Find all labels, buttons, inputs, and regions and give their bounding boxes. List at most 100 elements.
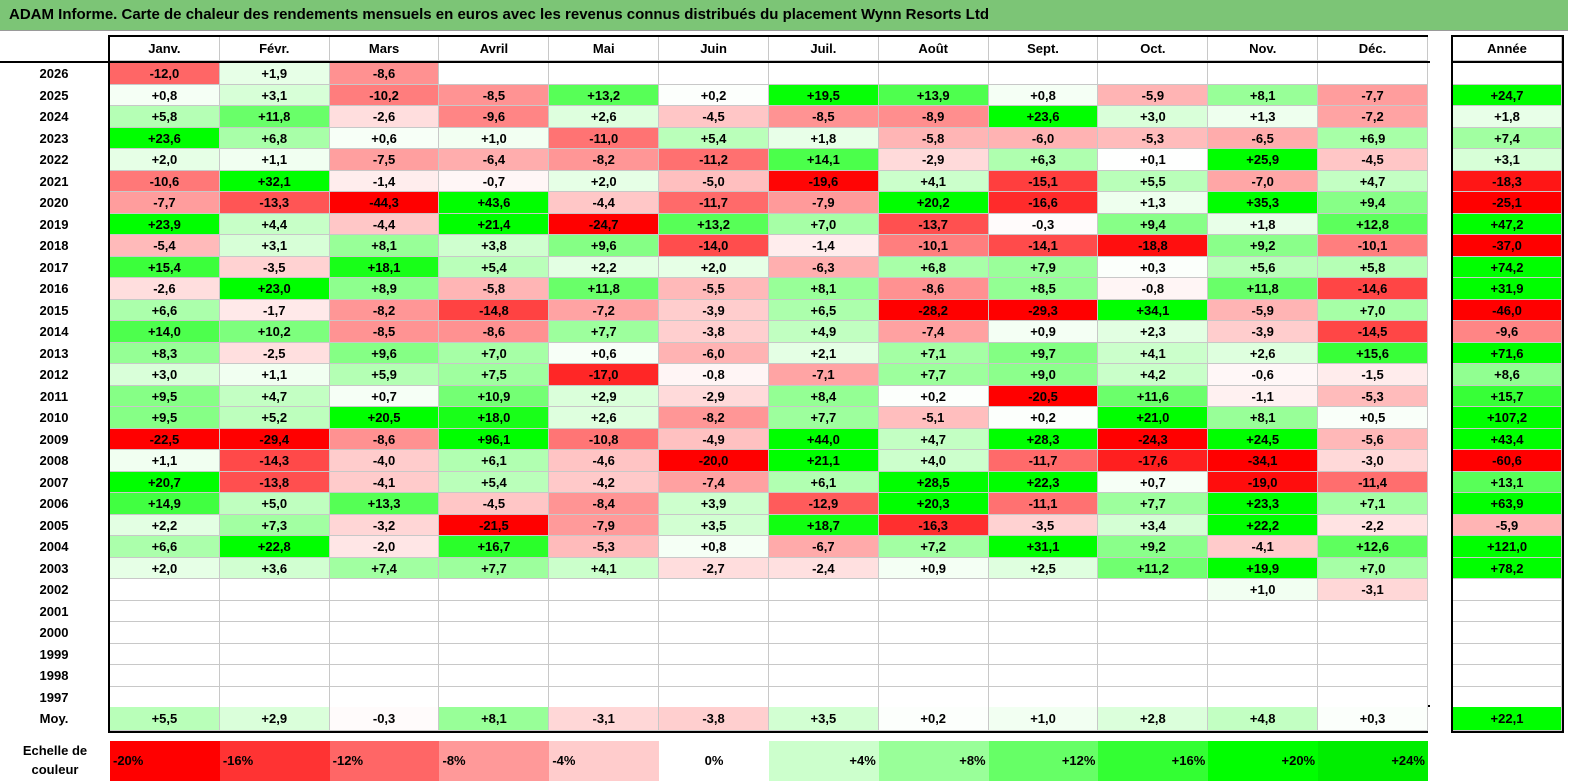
heatmap-cell: +20,3 [878,493,989,515]
heatmap-cell [1318,63,1428,85]
heatmap-cell: +5,8 [110,106,220,128]
year-label: 2014 [0,321,108,343]
heatmap-cell: +0,2 [988,407,1099,429]
heatmap-cell [1318,622,1428,644]
heatmap-cell: +0,6 [549,342,660,364]
heatmap-cell: -8,2 [329,299,440,321]
heatmap-cell: +12,6 [1318,536,1428,558]
heatmap-cell: -8,6 [878,278,989,300]
heatmap-cell [219,643,330,665]
heatmap-cell [439,63,550,85]
heatmap-cell [988,686,1099,708]
heatmap-cell: +14,1 [768,149,879,171]
heatmap-cell: +3,0 [110,364,220,386]
heatmap-cell: -11,7 [988,450,1099,472]
heatmap-cell: +2,0 [549,170,660,192]
heatmap-cell: -3,9 [1208,321,1319,343]
heatmap-cell [1208,665,1319,687]
annual-cell: +43,4 [1453,428,1562,450]
heatmap-cell [878,643,989,665]
heatmap-cell [768,600,879,622]
heatmap-cell [110,622,220,644]
heatmap-cell: +4,7 [219,385,330,407]
heatmap-cell: -24,3 [1098,428,1209,450]
heatmap-cell [768,63,879,85]
heatmap-cell: -3,0 [1318,450,1428,472]
heatmap-cell: +7,7 [549,321,660,343]
heatmap-cell: +7,7 [439,557,550,579]
heatmap-cell: -14,3 [219,450,330,472]
heatmap-cell: +1,9 [219,63,330,85]
average-cell: +4,8 [1208,707,1319,731]
heatmap-cell: +7,5 [439,364,550,386]
heatmap-cell: +6,1 [768,471,879,493]
heatmap-cell: +5,5 [1098,170,1209,192]
heatmap-cell: +7,1 [1318,493,1428,515]
annual-cell: +47,2 [1453,213,1562,235]
heatmap-cell: +21,0 [1098,407,1209,429]
year-label: 2017 [0,256,108,278]
heatmap-cell: -34,1 [1208,450,1319,472]
heatmap-cell [219,665,330,687]
heatmap-cell: +8,1 [1208,84,1319,106]
heatmap-cell: +10,2 [219,321,330,343]
heatmap-cell [1098,686,1209,708]
heatmap-cell [219,686,330,708]
year-label: 2016 [0,278,108,300]
heatmap-cell: +20,7 [110,471,220,493]
average-cell: +2,9 [219,707,330,731]
heatmap-cell: +5,8 [1318,256,1428,278]
heatmap-cell: +20,5 [329,407,440,429]
heatmap-cell: +10,9 [439,385,550,407]
scale-swatch: +16% [1098,741,1209,781]
chart-title: ADAM Informe. Carte de chaleur des rende… [9,6,990,23]
heatmap-cell: +3,0 [1098,106,1209,128]
heatmap-cell: +7,7 [768,407,879,429]
year-label: 2007 [0,471,108,493]
heatmap-cell: -8,2 [549,149,660,171]
heatmap-cell: -19,0 [1208,471,1319,493]
heatmap-cell: -7,7 [110,192,220,214]
heatmap-cell: +5,2 [219,407,330,429]
heatmap-cell: -24,7 [549,213,660,235]
heatmap-cell: +22,8 [219,536,330,558]
month-header: Mars [329,37,440,61]
heatmap-cell: -6,0 [659,342,769,364]
heatmap-cell: -5,8 [878,127,989,149]
heatmap-cell: -1,7 [219,299,330,321]
heatmap-cell: +4,2 [1098,364,1209,386]
heatmap-cell: +6,3 [988,149,1099,171]
heatmap-cell [659,600,769,622]
heatmap-cell [329,665,440,687]
heatmap-cell: +9,4 [1318,192,1428,214]
heatmap-cell [439,665,550,687]
heatmap-cell [329,686,440,708]
heatmap-cell [329,643,440,665]
heatmap-cell: -7,9 [768,192,879,214]
year-label: 2005 [0,514,108,536]
annual-cell: +1,8 [1453,106,1562,128]
heatmap-cell: +0,9 [988,321,1099,343]
heatmap-cell: +0,2 [878,385,989,407]
heatmap-cell [878,622,989,644]
heatmap-cell: -19,6 [768,170,879,192]
heatmap-cell: +1,1 [110,450,220,472]
heatmap-cell: +35,3 [1208,192,1319,214]
heatmap-cell: -8,5 [439,84,550,106]
heatmap-cell: +13,2 [659,213,769,235]
heatmap-cell: +2,9 [549,385,660,407]
heatmap-cell: +4,0 [878,450,989,472]
heatmap-cell: +24,5 [1208,428,1319,450]
heatmap-cell: -4,1 [1208,536,1319,558]
heatmap-cell [110,600,220,622]
heatmap-cell: -14,1 [988,235,1099,257]
heatmap-cell: +0,7 [329,385,440,407]
heatmap-cell [878,579,989,601]
annual-cell [1453,643,1562,665]
heatmap-cell: -7,2 [549,299,660,321]
heatmap-cell: +3,1 [219,84,330,106]
heatmap-cell: -7,9 [549,514,660,536]
heatmap-cell: +7,2 [878,536,989,558]
heatmap-cell: +15,6 [1318,342,1428,364]
heatmap-cell [878,686,989,708]
